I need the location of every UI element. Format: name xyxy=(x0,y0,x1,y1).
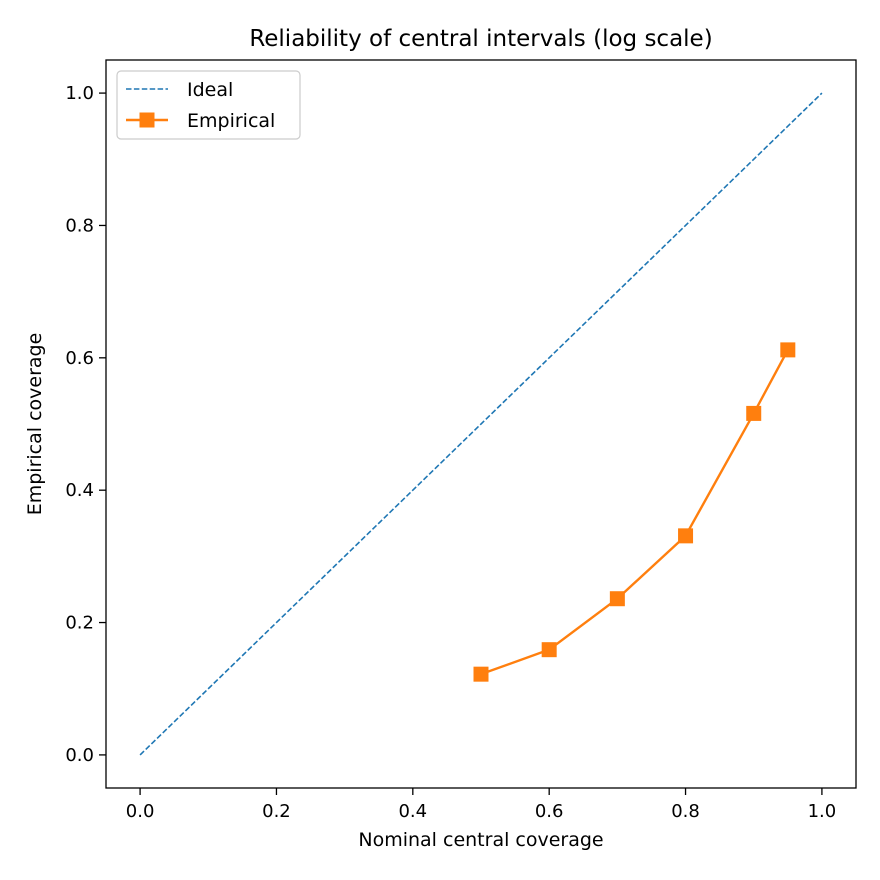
legend-marker-empirical xyxy=(139,112,155,128)
series-line-empirical xyxy=(480,349,789,676)
y-tick-label: 0.0 xyxy=(65,745,94,766)
x-tick-label: 0.0 xyxy=(126,801,155,822)
x-tick-label: 0.8 xyxy=(671,801,700,822)
plot-frame xyxy=(105,59,857,789)
chart-title: Reliability of central intervals (log sc… xyxy=(249,26,712,52)
series-layer xyxy=(139,92,823,756)
data-point-empirical xyxy=(678,528,694,544)
x-tick-label: 1.0 xyxy=(808,801,837,822)
y-tick-label: 0.8 xyxy=(65,215,94,236)
x-tick-label: 0.2 xyxy=(262,801,291,822)
y-tick-label: 1.0 xyxy=(65,83,94,104)
legend-label-ideal: Ideal xyxy=(187,79,233,101)
y-tick-label: 0.6 xyxy=(65,348,94,369)
x-axis-label: Nominal central coverage xyxy=(358,829,603,851)
legend-box xyxy=(116,70,301,140)
data-point-empirical xyxy=(780,342,796,358)
x-tick-label: 0.4 xyxy=(398,801,427,822)
data-point-empirical xyxy=(746,405,762,421)
x-tick-label: 0.6 xyxy=(535,801,564,822)
ticks-layer: 0.0 0.2 0.4 0.6 0.8 1.0 0.0 0.2 0.4 0.6 0.8 1.0 xyxy=(65,83,836,822)
legend: Ideal Empirical xyxy=(116,70,301,140)
data-point-empirical xyxy=(541,642,557,658)
data-point-empirical xyxy=(609,591,625,607)
series-line-ideal xyxy=(139,92,823,756)
y-tick-label: 0.4 xyxy=(65,480,94,501)
data-point-empirical xyxy=(473,666,489,682)
legend-label-empirical: Empirical xyxy=(187,110,275,132)
y-tick-label: 0.2 xyxy=(65,613,94,634)
y-axis-label: Empirical coverage xyxy=(24,333,46,516)
